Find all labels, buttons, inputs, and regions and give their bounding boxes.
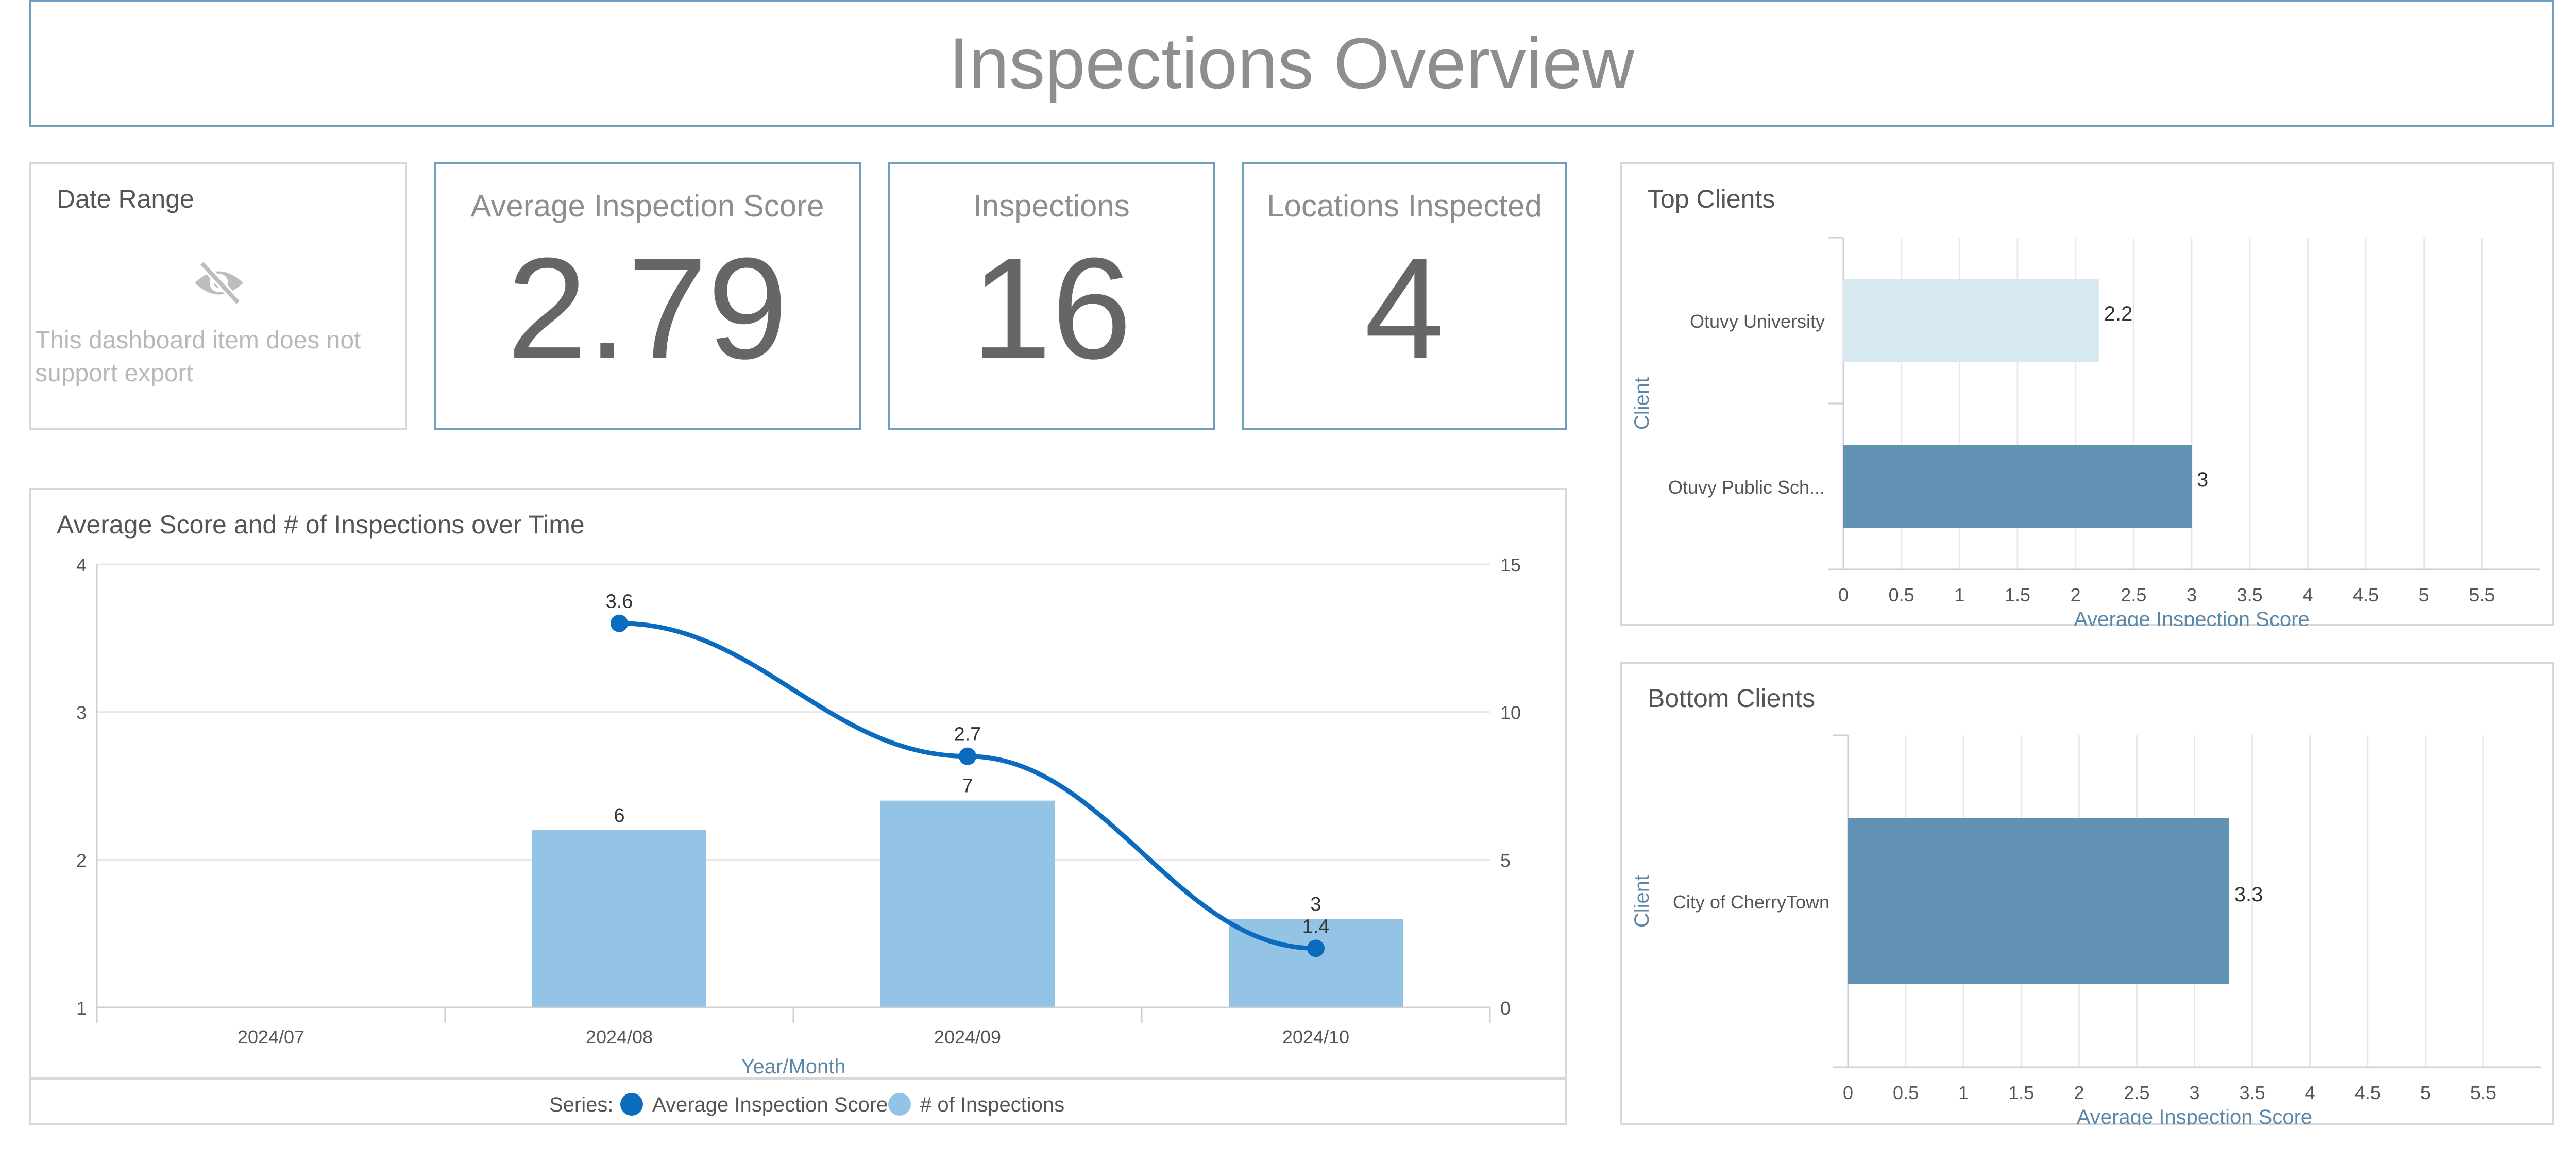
x-tick-label: 2	[2071, 584, 2081, 605]
y-axis-title: Client	[1631, 875, 1653, 928]
legend-prefix: Series:	[549, 1093, 614, 1116]
x-tick-label: 5.5	[2469, 584, 2495, 605]
client-bar	[1843, 445, 2192, 528]
kpi-caption: Average Inspection Score	[470, 189, 824, 223]
average-score-point	[1307, 939, 1325, 957]
kpi-value: 4	[1364, 228, 1445, 389]
y-left-tick-label: 3	[76, 702, 87, 723]
y-right-tick-label: 15	[1500, 554, 1521, 576]
bar-data-label: 3	[2197, 468, 2208, 491]
bar-data-label: 3.3	[2234, 883, 2263, 906]
x-tick-label: 0	[1838, 584, 1849, 605]
top-clients-title: Top Clients	[1648, 184, 1775, 213]
legend-label: Average Inspection Score	[652, 1093, 888, 1116]
eye-off-icon	[191, 257, 247, 311]
line-data-label: 3.6	[606, 591, 633, 613]
combo-chart: 6 7 3 3.6 2.7 1.4 1 2 3 4 0 5 10 15 2024/07 2024/08 20…	[31, 554, 1565, 1116]
kpi-value: 16	[971, 228, 1132, 389]
kpi-caption: Inspections	[973, 189, 1130, 223]
y-right-tick-label: 0	[1500, 998, 1511, 1019]
bottom-clients-chart: 0 0.5 1 1.5 2 2.5 3 3.5 4 4.5 5 5.5 3.3 City of Cherr…	[1631, 734, 2541, 1125]
x-tick-label: 1.5	[2008, 1082, 2034, 1103]
bar-data-label: 3	[1310, 894, 1321, 915]
kpi-locations-card[interactable]: Locations Inspected 4	[1242, 162, 1567, 430]
average-score-point	[611, 614, 628, 632]
x-tick-label: 1	[1958, 1082, 1969, 1103]
bar-data-label: 2.2	[2104, 302, 2133, 325]
inspections-bar	[1229, 919, 1403, 1007]
kpi-inspections-card[interactable]: Inspections 16	[888, 162, 1215, 430]
x-tick-label: 2	[2074, 1082, 2084, 1103]
date-range-caption: Date Range	[57, 184, 194, 213]
line-data-label: 1.4	[1302, 916, 1330, 937]
score-over-time-panel[interactable]: Average Score and # of Inspections over …	[29, 488, 1567, 1125]
kpi-average-score-card[interactable]: Average Inspection Score 2.79	[434, 162, 861, 430]
x-tick-label: 2.5	[2121, 584, 2146, 605]
x-tick-label: 4	[2302, 584, 2313, 605]
legend-label: # of Inspections	[920, 1093, 1064, 1116]
x-tick-label: 5.5	[2470, 1082, 2496, 1103]
top-clients-chart: 0 0.5 1 1.5 2 2.5 3 3.5 4 4.5 5 5.5 2.2 Otuvy Univers…	[1631, 237, 2540, 626]
line-data-label: 2.7	[954, 724, 981, 746]
bar-data-label: 7	[962, 776, 973, 797]
client-bar	[1848, 818, 2229, 984]
x-tick-label: 2024/07	[238, 1026, 304, 1048]
x-tick-label: 4.5	[2353, 584, 2379, 605]
x-axis-title: Average Inspection Score	[2074, 608, 2309, 626]
x-tick-label: 4.5	[2355, 1082, 2381, 1103]
date-range-card[interactable]: Date Range This dashboard item does not …	[29, 162, 407, 430]
x-tick-label: 3	[2189, 1082, 2199, 1103]
inspections-bar	[880, 800, 1055, 1007]
no-export-message: This dashboard item does not support exp…	[35, 327, 361, 387]
legend-marker-average-score	[620, 1093, 643, 1116]
x-tick-label: 1.5	[2005, 584, 2030, 605]
y-tick-label: City of CherryTown	[1673, 891, 1829, 913]
x-tick-label: 2024/10	[1282, 1026, 1349, 1048]
x-tick-label: 0.5	[1889, 584, 1914, 605]
kpi-value: 2.79	[507, 228, 788, 389]
y-left-tick-label: 2	[76, 850, 87, 871]
dashboard-title-banner: Inspections Overview	[29, 0, 2554, 127]
legend-marker-inspections	[888, 1093, 911, 1116]
average-score-point	[959, 747, 976, 765]
x-tick-label: 0	[1843, 1082, 1853, 1103]
x-tick-label: 5	[2419, 584, 2429, 605]
x-tick-label: 2.5	[2124, 1082, 2149, 1103]
x-tick-label: 3	[2187, 584, 2197, 605]
dashboard-title: Inspections Overview	[948, 23, 1635, 104]
bottom-clients-title: Bottom Clients	[1648, 684, 1816, 713]
y-right-tick-label: 5	[1500, 850, 1511, 871]
kpi-caption: Locations Inspected	[1267, 189, 1542, 223]
y-left-tick-label: 4	[76, 554, 87, 576]
combo-chart-title: Average Score and # of Inspections over …	[57, 510, 585, 539]
x-tick-label: 2024/08	[586, 1026, 653, 1048]
bar-data-label: 6	[614, 805, 624, 827]
top-clients-panel[interactable]: Top Clients	[1620, 162, 2554, 626]
x-tick-label: 5	[2420, 1082, 2431, 1103]
x-axis-title: Year/Month	[741, 1055, 845, 1078]
y-right-tick-label: 10	[1500, 702, 1521, 723]
x-tick-label: 2024/09	[934, 1026, 1001, 1048]
inspections-bar	[532, 830, 706, 1007]
y-axis-title: Client	[1631, 377, 1653, 430]
client-bar	[1843, 279, 2099, 362]
x-tick-label: 3.5	[2237, 584, 2263, 605]
x-tick-label: 4	[2305, 1082, 2315, 1103]
y-left-tick-label: 1	[76, 998, 87, 1019]
x-axis-title: Average Inspection Score	[2077, 1106, 2312, 1125]
x-tick-label: 0.5	[1893, 1082, 1919, 1103]
x-tick-label: 3.5	[2240, 1082, 2265, 1103]
y-tick-label: Otuvy University	[1690, 311, 1825, 332]
y-tick-label: Otuvy Public Sch...	[1668, 477, 1825, 498]
x-tick-label: 1	[1954, 584, 1964, 605]
